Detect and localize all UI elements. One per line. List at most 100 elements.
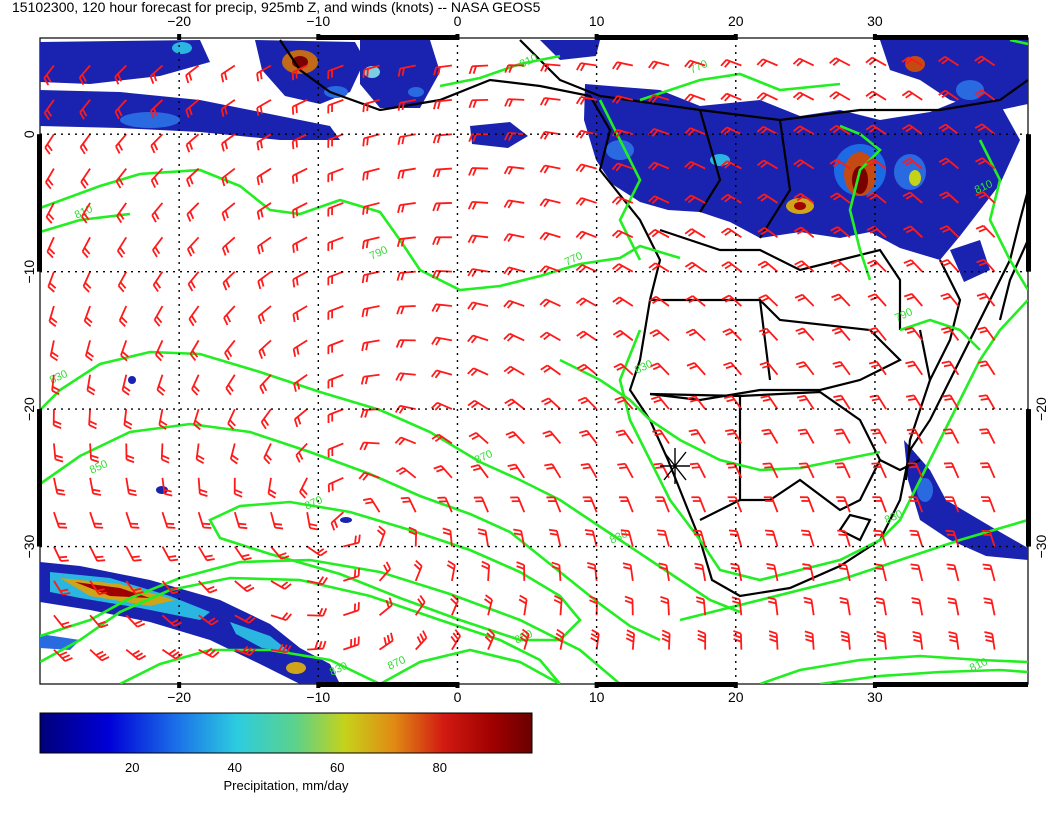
wind-barb xyxy=(577,396,598,410)
wind-barb xyxy=(187,271,200,292)
wind-barb xyxy=(394,436,417,446)
wind-barb xyxy=(193,408,202,431)
frame-band-bottom xyxy=(318,682,458,687)
wind-barb xyxy=(539,265,561,275)
wind-barb xyxy=(361,236,380,250)
colorbar-tick-label: 40 xyxy=(228,760,242,775)
wind-barb xyxy=(376,525,386,547)
wind-barb xyxy=(902,191,923,204)
wind-barb xyxy=(939,191,960,204)
wind-barb xyxy=(53,443,64,463)
wind-barb xyxy=(618,496,634,513)
wind-barb xyxy=(395,372,416,382)
wind-barb xyxy=(943,462,960,479)
wind-barb xyxy=(118,305,128,327)
colorbar-gradient xyxy=(39,712,533,754)
wind-barb xyxy=(875,597,887,616)
wind-barb xyxy=(539,231,561,241)
wind-barb xyxy=(756,125,778,136)
wind-barb xyxy=(89,443,99,463)
wind-barb xyxy=(793,125,815,135)
wind-barb xyxy=(948,631,960,650)
wind-barb xyxy=(86,374,96,396)
wind-barb xyxy=(697,629,707,650)
wind-barb xyxy=(767,596,779,616)
wind-barb xyxy=(684,59,706,69)
frame-band-left xyxy=(37,409,42,547)
frame-band-bottom xyxy=(596,682,736,687)
wind-barb xyxy=(539,331,561,342)
wind-barb xyxy=(186,202,200,222)
wind-barb xyxy=(327,270,344,286)
wind-barb xyxy=(617,462,634,479)
wind-barb xyxy=(840,630,851,650)
wind-barb xyxy=(721,294,742,307)
wind-barb xyxy=(944,496,960,513)
wind-barb xyxy=(362,64,380,78)
wind-barb xyxy=(756,159,778,170)
wind-barb xyxy=(155,340,164,362)
wind-barb xyxy=(467,367,489,377)
wind-barb xyxy=(909,529,924,547)
wind-barb xyxy=(757,193,779,204)
wind-barb xyxy=(432,236,452,246)
wind-barb xyxy=(260,408,272,430)
wind-barb xyxy=(720,193,742,204)
wind-barb xyxy=(49,340,59,362)
wind-barb xyxy=(796,361,815,376)
wind-barb xyxy=(758,294,779,307)
wind-barb xyxy=(125,614,146,628)
wind-barb xyxy=(161,648,183,660)
wind-barb xyxy=(150,133,164,154)
wind-barb xyxy=(327,202,344,217)
wind-barb xyxy=(830,226,851,238)
wind-barb xyxy=(912,630,924,650)
wind-barb xyxy=(186,236,200,257)
wind-barb xyxy=(48,305,58,327)
wind-barb xyxy=(551,561,562,581)
wind-barb xyxy=(327,442,344,458)
wind-barb xyxy=(548,528,562,547)
wind-barb xyxy=(153,305,164,327)
wind-barb xyxy=(904,326,923,341)
wind-barb xyxy=(575,163,597,173)
wind-barb xyxy=(79,99,91,120)
wind-barb xyxy=(838,563,851,582)
wind-barb xyxy=(270,643,292,654)
wind-barb xyxy=(220,64,236,83)
wind-barb xyxy=(579,429,598,445)
wind-barb xyxy=(943,428,960,444)
wind-barb xyxy=(720,160,742,170)
wind-barb xyxy=(831,293,851,307)
wind-barb xyxy=(467,234,489,244)
wind-barb xyxy=(721,261,742,273)
wind-barb xyxy=(518,594,528,616)
wind-barb xyxy=(728,529,743,547)
wind-barb xyxy=(397,98,416,111)
wind-barb xyxy=(694,562,707,582)
wind-barb xyxy=(648,161,670,171)
wind-barb xyxy=(687,395,706,410)
wind-barb xyxy=(160,443,170,464)
wind-barb xyxy=(611,128,634,138)
wind-barb xyxy=(980,462,996,479)
wind-barb xyxy=(362,98,380,113)
wind-barb xyxy=(648,60,670,70)
wind-barb xyxy=(867,259,887,273)
wind-barb xyxy=(505,430,525,445)
wind-barb xyxy=(661,629,671,650)
wind-barb xyxy=(45,202,55,224)
wind-barb xyxy=(430,369,453,379)
lat-label-left: −10 xyxy=(21,260,37,284)
wind-barb xyxy=(79,133,91,155)
wind-barb xyxy=(224,339,236,361)
wind-barb xyxy=(114,99,127,120)
wind-barb xyxy=(185,64,200,84)
wind-barb xyxy=(125,648,147,661)
wind-barb xyxy=(198,614,219,626)
wind-barb xyxy=(757,260,779,273)
wind-barb xyxy=(720,59,742,68)
lon-label-top: −10 xyxy=(306,13,330,29)
wind-barb xyxy=(648,228,670,239)
wind-barb xyxy=(503,199,525,209)
